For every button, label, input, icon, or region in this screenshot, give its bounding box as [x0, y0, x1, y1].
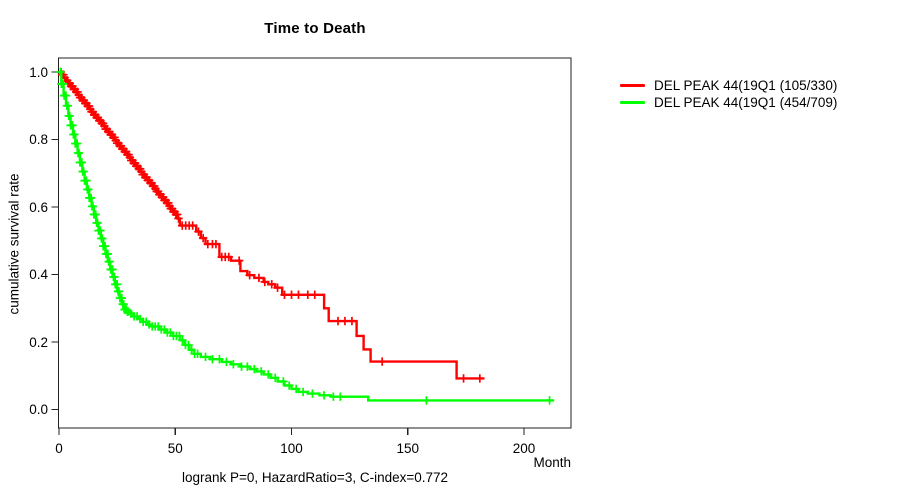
legend-label-group2: DEL PEAK 44(19Q1 (454/709) — [654, 95, 838, 110]
survival-curve — [59, 70, 555, 402]
legend-item-group1: DEL PEAK 44(19Q1 (105/330) — [620, 78, 837, 93]
y-tick-label: 0.8 — [29, 132, 48, 147]
censor-marks — [56, 67, 554, 405]
series-green — [56, 67, 555, 405]
y-tick-label: 0.4 — [29, 267, 48, 282]
plot-axes — [51, 57, 572, 435]
x-axis-unit-label: Month — [533, 455, 571, 470]
censor-marks — [56, 67, 485, 383]
legend-line-red — [620, 84, 645, 87]
legend-item-group2: DEL PEAK 44(19Q1 (454/709) — [620, 95, 837, 110]
x-tick-label: 0 — [55, 441, 63, 456]
x-tick-label: 150 — [396, 441, 420, 456]
x-tick-label: 100 — [280, 441, 303, 456]
plot-box — [57, 57, 572, 429]
y-tick-label: 0.2 — [29, 334, 48, 350]
y-axis-label: cumulative survival rate — [6, 173, 22, 315]
y-tick-label: 0.6 — [29, 199, 48, 215]
legend-label-group1: DEL PEAK 44(19Q1 (105/330) — [654, 78, 838, 93]
legend-line-green — [620, 101, 645, 104]
x-tick-label: 200 — [512, 441, 536, 456]
legend: DEL PEAK 44(19Q1 (105/330) DEL PEAK 44(1… — [620, 78, 837, 110]
series-red — [56, 67, 485, 383]
y-tick-label: 0.0 — [29, 402, 48, 417]
survival-curve — [59, 70, 485, 380]
stats-caption: logrank P=0, HazardRatio=3, C-index=0.77… — [181, 470, 449, 485]
y-tick-label: 1.0 — [29, 64, 48, 80]
x-tick-label: 50 — [167, 441, 183, 456]
chart-title: Time to Death — [264, 20, 366, 37]
